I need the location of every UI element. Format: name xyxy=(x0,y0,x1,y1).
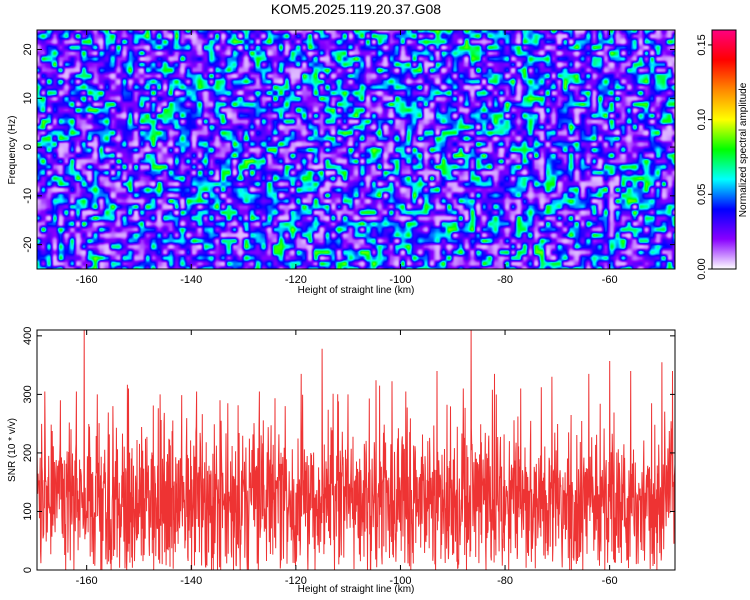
heatmap-x-label: Height of straight line (km) xyxy=(298,285,415,296)
snr-x-ticks: -160 -140 -120 -100 -80 -60 xyxy=(76,330,618,587)
heatmap-y-tick-label: -20 xyxy=(22,237,34,253)
snr-y-tick-label: 0 xyxy=(22,567,34,573)
colorbar-gradient xyxy=(711,29,737,270)
heatmap-x-tick-label: -140 xyxy=(180,274,202,286)
snr-panel: -160 -140 -120 -100 -80 -60 0 100 200 300 400 Hei… xyxy=(7,327,676,595)
heatmap-x-tick-label: -100 xyxy=(389,274,411,286)
heatmap-y-ticks: -20 -10 0 10 20 xyxy=(22,43,675,253)
heatmap-x-tick-label: -120 xyxy=(285,274,307,286)
heatmap-frame xyxy=(36,29,676,270)
snr-series-line xyxy=(37,330,675,570)
snr-y-tick-label: 400 xyxy=(22,327,34,345)
snr-frame xyxy=(36,329,676,571)
colorbar-tick-label: 0.05 xyxy=(696,184,708,205)
colorbar-tick-label: 0.00 xyxy=(696,258,708,279)
snr-x-tick-label: -60 xyxy=(602,575,618,587)
heatmap-y-tick-label: 0 xyxy=(22,144,34,150)
heatmap-x-tick-label: -160 xyxy=(76,274,98,286)
snr-y-tick-label: 300 xyxy=(22,385,34,403)
colorbar-tick-label: 0.10 xyxy=(696,109,708,130)
snr-y-ticks: 0 100 200 300 400 xyxy=(22,327,675,573)
chart-title: KOM5.2025.119.20.37.G08 xyxy=(270,1,442,17)
heatmap-x-ticks: -160 -140 -120 -100 -80 -60 xyxy=(76,30,618,286)
heatmap-image xyxy=(37,30,675,269)
snr-x-tick-label: -100 xyxy=(389,575,411,587)
colorbar-ticks: 0.00 0.05 0.10 0.15 xyxy=(696,34,712,280)
colorbar: 0.00 0.05 0.10 0.15 Normalized spectral amp… xyxy=(696,29,749,280)
snr-y-tick-label: 200 xyxy=(22,444,34,462)
colorbar-label: Normalized spectral amplitude xyxy=(738,82,749,217)
colorbar-tick-label: 0.15 xyxy=(696,34,708,55)
snr-y-tick-label: 100 xyxy=(22,502,34,520)
heatmap-x-tick-label: -80 xyxy=(497,274,513,286)
snr-x-tick-label: -80 xyxy=(497,575,513,587)
heatmap-y-tick-label: -10 xyxy=(22,188,34,204)
snr-x-tick-label: -160 xyxy=(76,575,98,587)
heatmap-y-tick-label: 20 xyxy=(22,43,34,55)
heatmap-x-tick-label: -60 xyxy=(602,274,618,286)
snr-x-label: Height of straight line (km) xyxy=(298,584,415,595)
heatmap-y-label: Frequency (Hz) xyxy=(7,116,18,185)
heatmap-y-tick-label: 10 xyxy=(22,92,34,104)
snr-x-tick-label: -120 xyxy=(285,575,307,587)
snr-y-label: SNR (10 * v/v) xyxy=(7,418,18,482)
snr-x-tick-label: -140 xyxy=(180,575,202,587)
